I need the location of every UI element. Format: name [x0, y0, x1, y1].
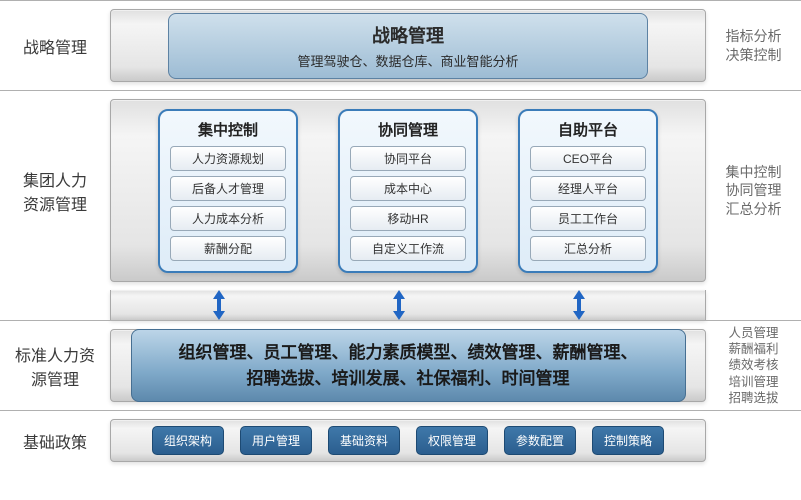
column-title: 自助平台: [530, 119, 646, 140]
column-item: 成本中心: [350, 176, 466, 201]
layer-left-label: 标准人力资源管理: [0, 342, 110, 390]
standard-hr-box: 组织管理、员工管理、能力素质模型、绩效管理、薪酬管理、招聘选拔、培训发展、社保福…: [131, 329, 686, 402]
base-item: 组织架构: [152, 426, 224, 455]
column-item: 经理人平台: [530, 176, 646, 201]
column: 协同管理协同平台成本中心移动HR 自定义工作流: [338, 109, 478, 273]
layer-strategy: 战略管理 战略管理 管理驾驶仓、数据仓库、商业智能分析 指标分析决策控制: [0, 0, 801, 90]
base-item: 基础资料: [328, 426, 400, 455]
double-arrow-icon: [390, 290, 408, 320]
layer-group-hr: 集团人力资源管理 集中控制人力资源规划后备人才管理人力成本分析薪酬分配协同管理协…: [0, 90, 801, 290]
layer-left-label: 战略管理: [0, 34, 110, 58]
layer-mid: 战略管理 管理驾驶仓、数据仓库、商业智能分析: [110, 13, 706, 79]
layer-mid: 组织管理、员工管理、能力素质模型、绩效管理、薪酬管理、招聘选拔、培训发展、社保福…: [110, 329, 706, 402]
layer-standard-hr: 标准人力资源管理 组织管理、员工管理、能力素质模型、绩效管理、薪酬管理、招聘选拔…: [0, 320, 801, 410]
column: 自助平台 CEO平台经理人平台员工工作台汇总分析: [518, 109, 658, 273]
column-item: 薪酬分配: [170, 236, 286, 261]
column-item: 人力资源规划: [170, 146, 286, 171]
layer-mid: 集中控制人力资源规划后备人才管理人力成本分析薪酬分配协同管理协同平台成本中心移动…: [110, 109, 706, 273]
column-title: 协同管理: [350, 119, 466, 140]
strategy-box: 战略管理 管理驾驶仓、数据仓库、商业智能分析: [168, 13, 648, 79]
layer-mid: 组织架构用户管理基础资料权限管理参数配置控制策略: [110, 426, 706, 455]
column-item: 自定义工作流: [350, 236, 466, 261]
layer-left-label: 基础政策: [0, 429, 110, 453]
column: 集中控制人力资源规划后备人才管理人力成本分析薪酬分配: [158, 109, 298, 273]
double-arrow-icon: [570, 290, 588, 320]
base-item-row: 组织架构用户管理基础资料权限管理参数配置控制策略: [110, 426, 706, 455]
column-item: 协同平台: [350, 146, 466, 171]
column-item: CEO平台: [530, 146, 646, 171]
layer-plate: [110, 290, 706, 320]
base-item: 用户管理: [240, 426, 312, 455]
column-item: 汇总分析: [530, 236, 646, 261]
layer-base-policy: 基础政策 组织架构用户管理基础资料权限管理参数配置控制策略: [0, 410, 801, 470]
base-item: 参数配置: [504, 426, 576, 455]
layer-right-label: 集中控制协同管理汇总分析: [706, 163, 801, 218]
column-title: 集中控制: [170, 119, 286, 140]
column-container: 集中控制人力资源规划后备人才管理人力成本分析薪酬分配协同管理协同平台成本中心移动…: [110, 109, 706, 273]
double-arrow-icon: [210, 290, 228, 320]
layer-right-label: 指标分析决策控制: [706, 27, 801, 63]
strategy-title: 战略管理: [179, 22, 637, 48]
layer-left-label: 集团人力资源管理: [0, 167, 110, 215]
column-item: 移动HR: [350, 206, 466, 231]
strategy-subtitle: 管理驾驶仓、数据仓库、商业智能分析: [179, 51, 637, 70]
base-item: 权限管理: [416, 426, 488, 455]
connector-row: [0, 290, 801, 320]
column-item: 人力成本分析: [170, 206, 286, 231]
base-item: 控制策略: [592, 426, 664, 455]
layer-right-label: 人员管理薪酬福利绩效考核培训管理招聘选拔: [706, 325, 801, 406]
column-item: 员工工作台: [530, 206, 646, 231]
column-item: 后备人才管理: [170, 176, 286, 201]
